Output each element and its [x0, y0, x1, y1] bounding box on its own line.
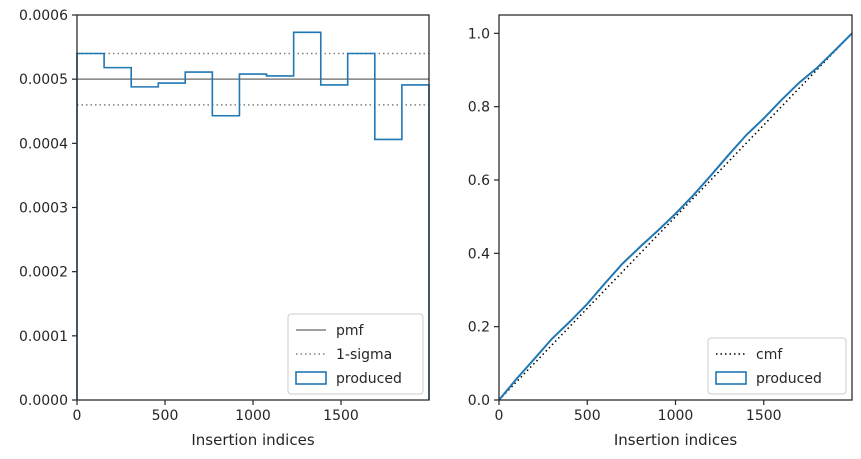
cmf-legend-label-produced: produced — [756, 371, 822, 387]
cmf-y-tick-label: 0.2 — [468, 320, 490, 336]
pmf-legend: pmf 1-sigma produced — [287, 313, 424, 395]
cmf-y-tick-label: 0.4 — [468, 246, 490, 262]
pmf-legend-box — [287, 313, 424, 395]
pmf-histogram-produced — [76, 31, 430, 400]
cmf-series-produced — [498, 32, 853, 401]
pmf-y-tick-label: 0.0004 — [19, 136, 68, 152]
cmf-y-tick-label: 1.0 — [468, 26, 490, 42]
cmf-y-tick-label: 0.6 — [468, 173, 490, 189]
cmf-legend: cmf produced — [707, 337, 847, 395]
cmf-x-tick-label: 0 — [495, 408, 504, 424]
cmf-x-tick-label: 1500 — [746, 408, 782, 424]
cmf-x-tick-label: 500 — [574, 408, 601, 424]
pmf-legend-swatch-produced — [295, 371, 327, 385]
pmf-legend-entries: pmf 1-sigma produced — [295, 323, 402, 387]
pmf-plot-area: 0 500 1000 1500 0.0000 0.0001 0.0002 0.0003 0.00… — [19, 8, 430, 424]
pmf-y-tick-label: 0.0002 — [19, 265, 68, 281]
cmf-legend-box — [707, 337, 847, 395]
cmf-legend-label-cmf: cmf — [756, 347, 783, 363]
pmf-y-tick-label: 0.0005 — [19, 72, 68, 88]
pmf-x-tick-label: 0 — [73, 408, 82, 424]
pmf-y-tick-label: 0.0000 — [19, 393, 68, 409]
cmf-y-tick-label: 0.8 — [468, 100, 490, 116]
cmf-x-axis-label: Insertion indices — [614, 431, 737, 449]
cmf-x-tick-label: 1000 — [658, 408, 694, 424]
pmf-x-tick-label: 1000 — [235, 408, 271, 424]
pmf-y-tick-label: 0.0001 — [19, 329, 68, 345]
cmf-panel: 0 500 1000 1500 0.0 0.2 0.4 0.6 0.8 1.0 cmf produc… — [468, 14, 853, 449]
cmf-legend-entries: cmf produced — [715, 347, 822, 387]
pmf-legend-label-1-sigma: 1-sigma — [336, 347, 392, 363]
cmf-y-tick-label: 0.0 — [468, 393, 490, 409]
cmf-plot-area: 0 500 1000 1500 0.0 0.2 0.4 0.6 0.8 1.0 — [468, 14, 853, 424]
pmf-x-tick-label: 1500 — [323, 408, 359, 424]
pmf-legend-label-produced: produced — [336, 371, 402, 387]
cmf-series-cmf — [498, 32, 853, 401]
pmf-legend-label-pmf: pmf — [336, 323, 365, 339]
pmf-histogram-panel: 0 500 1000 1500 0.0000 0.0001 0.0002 0.0003 0.00… — [19, 8, 430, 449]
pmf-x-tick-label: 500 — [152, 408, 179, 424]
pmf-y-tick-label: 0.0003 — [19, 201, 68, 217]
cmf-legend-swatch-produced — [715, 371, 747, 385]
pmf-x-axis-label: Insertion indices — [191, 431, 314, 449]
pmf-y-tick-label: 0.0006 — [19, 8, 68, 24]
